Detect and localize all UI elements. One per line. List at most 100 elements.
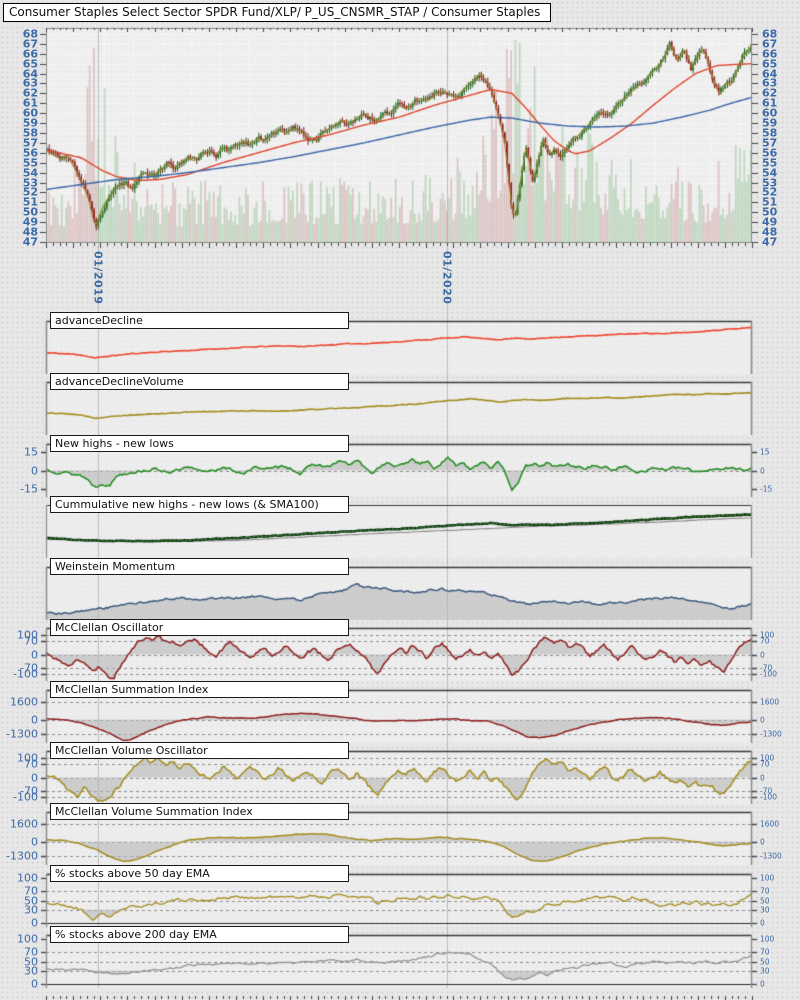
panel-label-pct-above-50ema: % stocks above 50 day EMA — [50, 865, 349, 882]
price-tick-label-right: 59 — [762, 116, 778, 130]
panel-tick-label-right: 0 — [760, 918, 765, 928]
price-tick-label-right: 50 — [762, 205, 778, 219]
panel-tick-label-left: 100 — [17, 751, 38, 765]
price-tick-label-left: 59 — [22, 116, 38, 130]
price-tick-label-left: 49 — [22, 215, 38, 229]
price-tick-label-left: 61 — [22, 96, 38, 110]
price-tick-label-left: 51 — [22, 195, 38, 209]
panel-tick-label-left: 0 — [31, 648, 38, 661]
panel-tick-label-right: 50 — [760, 896, 770, 905]
panel-tick-label-left: -1300 — [6, 849, 38, 863]
panel-tick-label-right: -1300 — [760, 851, 782, 861]
price-tick-label-right: 65 — [762, 57, 778, 71]
panel-tick-label-right: 0 — [760, 837, 765, 847]
price-tick-label-left: 63 — [22, 76, 38, 90]
panel-label-weinstein-momentum: Weinstein Momentum — [50, 558, 349, 575]
panel-label-advance-decline: advanceDecline — [50, 312, 349, 329]
panel-tick-label-left: 1600 — [10, 817, 38, 831]
panel-label-mcclellan-volume-summation: McClellan Volume Summation Index — [50, 803, 349, 820]
date-tick-label: 01/2019 — [91, 251, 105, 305]
price-tick-label-left: 66 — [22, 47, 38, 61]
price-tick-label-left: 50 — [22, 205, 38, 219]
panel-tick-label-left: -100 — [13, 667, 38, 681]
panel-tick-label-left: 70 — [24, 634, 38, 648]
panel-tick-label-left: 0 — [31, 713, 38, 727]
price-tick-label-right: 58 — [762, 126, 778, 140]
price-tick-label-left: 47 — [22, 235, 38, 249]
price-tick-label-left: 55 — [22, 156, 38, 170]
price-tick-label-left: 65 — [22, 57, 38, 71]
price-tick-label-right: 53 — [762, 176, 778, 190]
panel-tick-label-right: 0 — [760, 466, 765, 475]
panel-tick-label-left: -100 — [13, 790, 38, 804]
price-tick-label-left: 68 — [22, 27, 38, 41]
panel-tick-label-left: 100 — [17, 628, 38, 642]
panel-tick-label-right: 30 — [760, 905, 770, 915]
panel-tick-label-right: 100 — [760, 630, 775, 640]
panel-tick-label-left: -15 — [20, 482, 38, 496]
panel-label-mcclellan-volume-oscillator: McClellan Volume Oscillator — [50, 742, 349, 759]
price-tick-label-right: 47 — [762, 235, 778, 249]
panel-tick-label-right: 0 — [760, 650, 765, 659]
panel-tick-label-left: 100 — [17, 871, 38, 885]
panel-tick-label-left: 70 — [24, 884, 38, 898]
price-tick-label-right: 68 — [762, 27, 778, 41]
panel-tick-label-left: 0 — [31, 464, 38, 477]
panel-tick-label-left: 0 — [31, 771, 38, 784]
price-tick-label-left: 53 — [22, 176, 38, 190]
price-tick-label-left: 58 — [22, 126, 38, 140]
panel-tick-label-left: 100 — [17, 932, 38, 946]
panel-tick-label-left: -70 — [20, 661, 38, 675]
panel-tick-label-left: 70 — [24, 945, 38, 959]
panel-tick-label-right: 70 — [760, 636, 770, 646]
panel-tick-label-right: 70 — [760, 759, 770, 769]
panel-tick-label-right: 0 — [760, 773, 765, 782]
price-tick-label-left: 57 — [22, 136, 38, 150]
panel-label-mcclellan-oscillator: McClellan Oscillator — [50, 619, 349, 636]
price-tick-label-right: 52 — [762, 185, 778, 199]
price-tick-label-right: 55 — [762, 156, 778, 170]
price-tick-label-right: 57 — [762, 136, 778, 150]
panel-tick-label-right: 100 — [760, 873, 775, 883]
panel-tick-label-right: -1300 — [760, 729, 782, 739]
panel-tick-label-right: 30 — [760, 966, 770, 976]
price-tick-label-right: 56 — [762, 146, 778, 160]
panel-tick-label-left: -70 — [20, 784, 38, 798]
price-tick-label-left: 48 — [22, 225, 38, 239]
panel-label-cumulative-nh-nl: Cummulative new highs - new lows (& SMA1… — [50, 496, 349, 513]
price-tick-label-right: 54 — [762, 166, 778, 180]
panel-tick-label-left: 50 — [24, 894, 38, 907]
window-title: Consumer Staples Select Sector SPDR Fund… — [3, 3, 551, 22]
price-tick-label-right: 61 — [762, 96, 778, 110]
panel-tick-label-left: 0 — [31, 916, 38, 930]
price-tick-label-left: 62 — [22, 86, 38, 100]
price-tick-label-right: 64 — [762, 67, 778, 81]
panel-tick-label-left: 30 — [24, 964, 38, 978]
price-tick-label-right: 63 — [762, 76, 778, 90]
panel-tick-label-left: 0 — [31, 977, 38, 991]
price-tick-label-right: 66 — [762, 47, 778, 61]
panel-tick-label-right: 50 — [760, 957, 770, 966]
price-tick-label-left: 56 — [22, 146, 38, 160]
panel-label-advance-decline-volume: advanceDeclineVolume — [50, 373, 349, 390]
panel-tick-label-right: -15 — [760, 484, 773, 494]
price-tick-label-left: 67 — [22, 37, 38, 51]
panel-label-mcclellan-summation: McClellan Summation Index — [50, 681, 349, 698]
price-tick-label-right: 60 — [762, 106, 778, 120]
panel-tick-label-right: 100 — [760, 934, 775, 944]
panel-tick-label-left: 15 — [24, 445, 38, 459]
panel-tick-label-right: -70 — [760, 663, 773, 673]
panel-tick-label-left: 0 — [31, 835, 38, 849]
panel-tick-label-right: 0 — [760, 979, 765, 989]
price-tick-label-right: 49 — [762, 215, 778, 229]
panel-tick-label-right: 1600 — [760, 819, 780, 829]
price-tick-label-right: 62 — [762, 86, 778, 100]
panel-tick-label-right: -100 — [760, 669, 778, 679]
panel-label-new-highs-new-lows: New highs - new lows — [50, 435, 349, 452]
panel-tick-label-right: 0 — [760, 715, 765, 725]
panel-label-pct-above-200ema: % stocks above 200 day EMA — [50, 926, 349, 943]
price-tick-label-left: 64 — [22, 67, 38, 81]
price-tick-label-left: 60 — [22, 106, 38, 120]
panel-tick-label-right: -100 — [760, 792, 778, 802]
